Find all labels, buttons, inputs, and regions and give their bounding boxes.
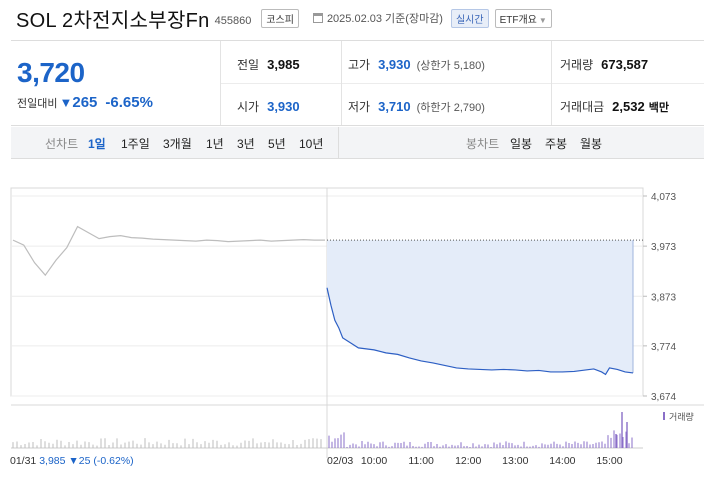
calendar-icon: [312, 13, 323, 23]
x-tick-label: 13:00: [502, 455, 528, 467]
y-tick-label: 3,873: [651, 292, 676, 303]
tab-1year[interactable]: 1년: [206, 137, 224, 151]
trading-amount: 거래대금 2,532 백만: [560, 99, 669, 114]
column-divider: [551, 41, 552, 125]
down-area-fill: [327, 240, 633, 375]
y-tick-label: 4,073: [651, 192, 676, 203]
open-price: 시가 3,930: [237, 99, 300, 114]
prev-day-footer: 01/31 3,985 ▼25 (-0.62%): [10, 455, 134, 467]
etf-overview-button[interactable]: ETF개요 ▼: [494, 8, 552, 28]
x-tick-label: 15:00: [596, 455, 622, 467]
current-price-box: 3,720 전일대비 ▼ 265 -6.65%: [11, 41, 221, 125]
price-chart[interactable]: 4,073 3,973 3,873 3,774 3,674 거래량 02/03 10:00 11…: [0, 160, 704, 481]
tab-1week[interactable]: 1주일: [121, 137, 150, 151]
price-summary: 3,720 전일대비 ▼ 265 -6.65% 전일 3,985 고가 3,930(…: [11, 40, 704, 126]
tab-divider: [338, 127, 339, 159]
y-tick-label: 3,674: [651, 392, 676, 403]
tab-5year[interactable]: 5년: [268, 137, 286, 151]
today-price-line: [326, 287, 634, 376]
x-tick-label: 14:00: [549, 455, 575, 467]
volume: 거래량 673,587: [560, 57, 649, 72]
volume-legend-swatch: [663, 412, 665, 420]
candle-chart-label: 봉차트: [466, 137, 500, 151]
tab-3year[interactable]: 3년: [237, 137, 255, 151]
stock-name: SOL 2차전지소부장Fn: [16, 9, 210, 32]
tab-10year[interactable]: 10년: [299, 137, 324, 151]
chevron-down-icon: ▼: [538, 15, 547, 25]
realtime-button[interactable]: 실시간: [450, 8, 489, 28]
change-percent: -6.65%: [105, 94, 153, 111]
stock-header: SOL 2차전지소부장Fn 455860 코스피 2025.02.03 기준(장…: [0, 0, 704, 36]
volume-legend-label: 거래량: [669, 411, 694, 422]
x-tick-label: 12:00: [455, 455, 481, 467]
line-chart-label: 선차트: [45, 137, 79, 151]
change-value: 265: [72, 94, 98, 111]
y-tick-label: 3,973: [651, 242, 676, 253]
market-badge: 코스피: [261, 8, 299, 28]
stock-code: 455860: [214, 15, 252, 27]
y-tick-label: 3,774: [651, 342, 676, 353]
tab-3month[interactable]: 3개월: [163, 137, 192, 151]
tab-daily-candle[interactable]: 일봉: [510, 137, 533, 151]
high-price: 고가 3,930 (상한가 5,180): [348, 57, 485, 72]
x-tick-label: 02/03: [327, 455, 353, 467]
tab-1day[interactable]: 1일: [88, 137, 106, 151]
tab-weekly-candle[interactable]: 주봉: [545, 137, 568, 151]
base-date: 2025.02.03 기준(장마감): [326, 13, 443, 25]
prev-close: 전일 3,985: [237, 57, 300, 72]
x-tick-label: 11:00: [408, 455, 434, 467]
prev-day-line: [12, 225, 325, 277]
tab-monthly-candle[interactable]: 월봉: [580, 137, 603, 151]
column-divider: [341, 41, 342, 125]
current-price: 3,720: [17, 57, 85, 88]
price-change: 전일대비 ▼ 265 -6.65%: [17, 94, 153, 111]
low-price: 저가 3,710 (하한가 2,790): [348, 99, 485, 114]
x-tick-label: 10:00: [361, 455, 387, 467]
chart-period-tabs: 선차트 1일 1주일 3개월 1년 3년 5년 10년 봉차트 일봉 주봉 월봉: [11, 127, 704, 159]
change-label: 전일대비: [17, 97, 58, 110]
row-divider: [221, 83, 704, 84]
down-arrow-icon: ▼: [59, 95, 73, 110]
